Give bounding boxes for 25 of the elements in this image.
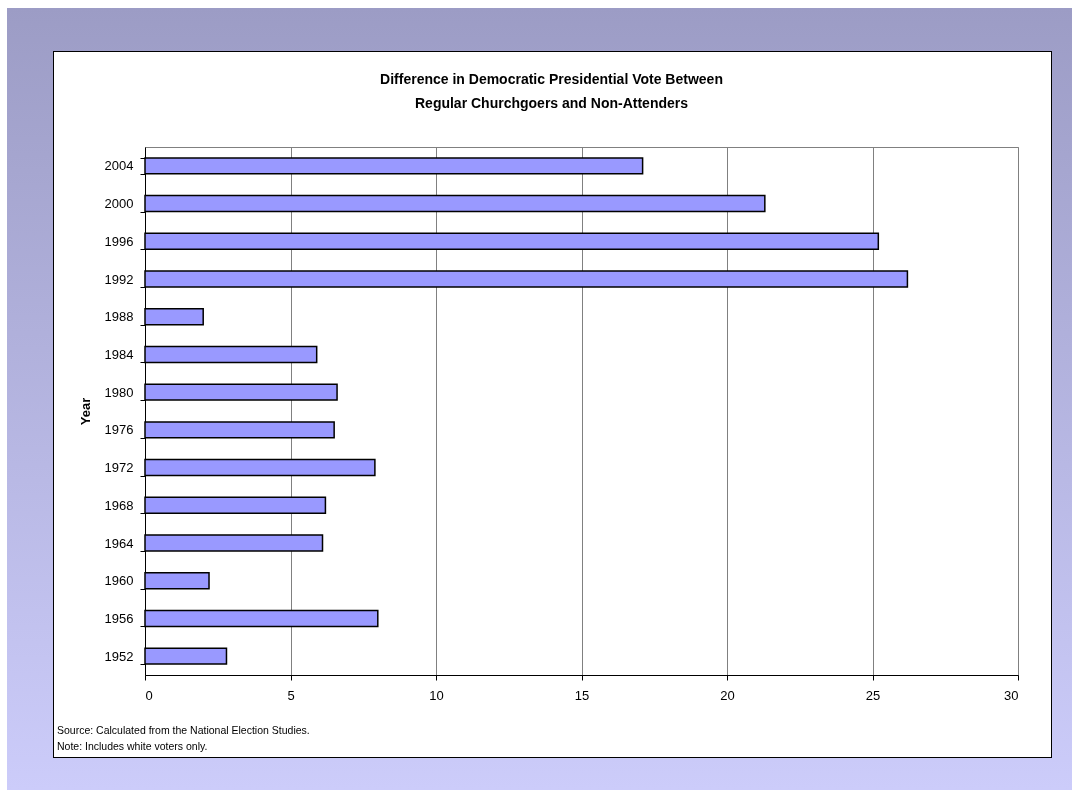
- y-tick-label: 1952: [104, 648, 134, 664]
- y-tick-label: 1960: [104, 573, 134, 589]
- y-tick-label: 1956: [104, 610, 134, 626]
- y-tick-label: 1992: [104, 271, 134, 287]
- x-tick-label: 20: [720, 687, 735, 703]
- y-tick-label: 1980: [104, 384, 134, 400]
- y-tick-label: 1976: [104, 422, 134, 438]
- y-tick-label: 2004: [104, 158, 134, 174]
- x-tick-label: 15: [574, 687, 590, 703]
- y-axis-title: Year: [77, 397, 93, 426]
- y-tick-label: 1964: [104, 535, 134, 551]
- source-note: Source: Calculated from the National Election Studies.: [57, 723, 310, 738]
- x-tick-label: 5: [287, 687, 295, 703]
- text: Note: Includes white voters only.: [57, 739, 209, 754]
- x-tick-label: 25: [865, 687, 881, 703]
- y-tick-label: 1968: [104, 497, 134, 513]
- y-tick-label: 1972: [104, 460, 134, 476]
- y-tick-label: 1984: [104, 346, 134, 362]
- x-tick-label: 0: [145, 687, 153, 703]
- y-tick-label: 1996: [104, 233, 134, 249]
- x-tick-label: 10: [429, 687, 444, 703]
- y-tick-label: 2000: [104, 196, 134, 212]
- chart-title: Difference in Democratic Presidential Vote Between Regular Churchgoers and Non-Attenders: [380, 71, 723, 111]
- y-tick-label: 1988: [104, 309, 134, 325]
- x-tick-label: 30: [1004, 687, 1019, 703]
